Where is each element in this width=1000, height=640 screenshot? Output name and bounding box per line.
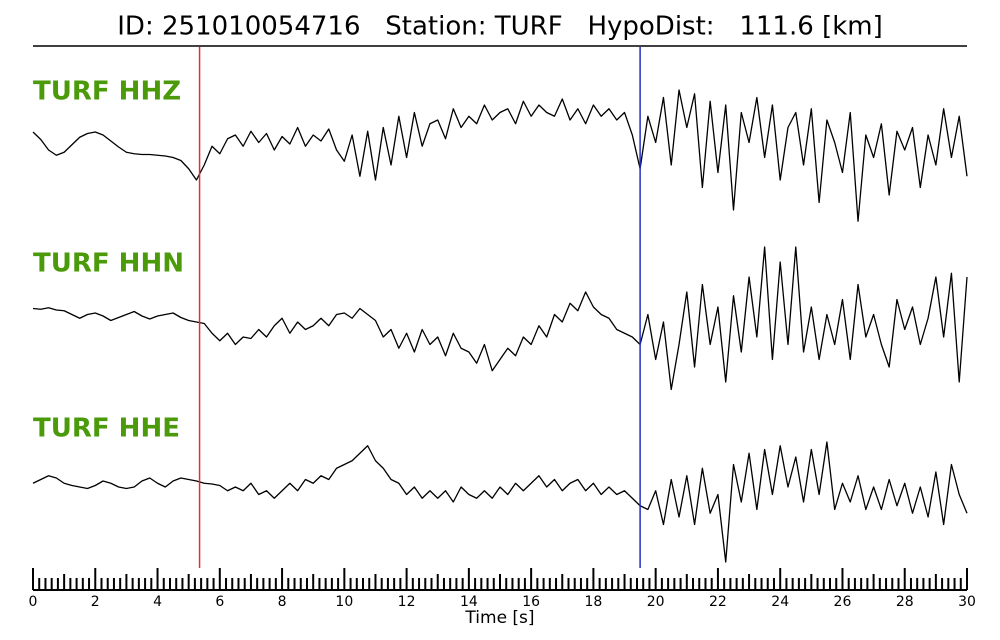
x-tick-label: 12 — [398, 594, 416, 610]
x-tick-label: 18 — [584, 594, 602, 610]
x-axis-label: Time [s] — [464, 608, 534, 628]
x-tick-label: 10 — [335, 594, 353, 610]
trace-label: TURF HHN — [33, 249, 184, 279]
x-tick-label: 28 — [896, 594, 914, 610]
trace-label: TURF HHZ — [33, 77, 181, 107]
x-tick-label: 22 — [709, 594, 727, 610]
x-tick-label: 20 — [647, 594, 665, 610]
trace-label: TURF HHE — [33, 414, 180, 444]
x-tick-label: 16 — [522, 594, 540, 610]
x-tick-label: 6 — [215, 594, 224, 610]
chart-title: ID: 251010054716 Station: TURF HypoDist:… — [117, 12, 882, 42]
x-tick-label: 26 — [834, 594, 852, 610]
waveform — [32, 246, 968, 391]
x-tick-label: 30 — [958, 594, 976, 610]
waveform — [32, 89, 968, 222]
x-tick-label: 24 — [771, 594, 789, 610]
x-tick-label: 14 — [460, 594, 478, 610]
x-tick-label: 2 — [91, 594, 100, 610]
x-tick-label: 0 — [29, 594, 38, 610]
x-tick-label: 4 — [153, 594, 162, 610]
waveform — [32, 441, 968, 563]
x-tick-label: 8 — [278, 594, 287, 610]
